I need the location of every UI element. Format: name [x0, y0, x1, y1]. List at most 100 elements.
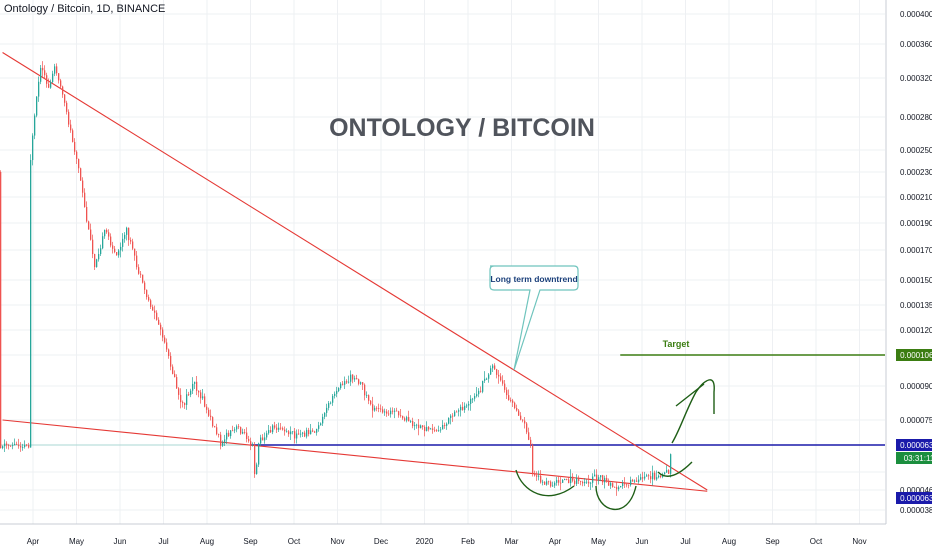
candle-body [602, 475, 604, 483]
time-tick-label: Dec [374, 537, 388, 546]
support-trendline [2, 419, 708, 492]
candle-body [382, 409, 384, 413]
candle-body [310, 430, 312, 435]
candle-body [244, 432, 246, 433]
time-tick-label: Jul [158, 537, 168, 546]
candle-body [552, 485, 554, 487]
candle-body [88, 221, 90, 230]
candle-body [516, 408, 518, 411]
candle-body [288, 431, 290, 435]
candle-body [262, 437, 264, 441]
candle-body [312, 430, 314, 432]
candle-body [600, 475, 602, 478]
countdown-badge-text: 03:31:11 [904, 454, 932, 463]
candle-body [54, 66, 56, 74]
candle-body [624, 482, 626, 485]
candle-body [184, 403, 186, 405]
candle-body [148, 297, 150, 301]
candle-body [140, 273, 142, 275]
candle-body [656, 477, 658, 480]
candle-body [56, 66, 58, 74]
candle-body [224, 439, 226, 443]
candle-body [290, 431, 292, 435]
candlestick-series [0, 61, 672, 496]
time-tick-label: Apr [27, 537, 40, 546]
candle-body [384, 411, 386, 413]
candle-body [666, 470, 668, 473]
candle-body [420, 425, 422, 429]
candle-body [506, 389, 508, 396]
candle-body [18, 444, 20, 447]
candle-body [558, 480, 560, 483]
candle-body [468, 403, 470, 406]
candle-body [268, 430, 270, 434]
candle-body [196, 381, 198, 391]
candle-body [562, 480, 564, 483]
target-price-badge-bg [896, 349, 932, 361]
candle-body [476, 394, 478, 397]
candle-body [488, 374, 490, 379]
breakout-arrow [671, 379, 715, 444]
candle-body [208, 409, 210, 416]
candle-body [300, 433, 302, 435]
candle-body [432, 428, 434, 430]
candle-body [130, 240, 132, 242]
candle-body [398, 411, 400, 416]
candle-body [280, 427, 282, 429]
candle-body [388, 413, 390, 415]
candle-body [154, 310, 156, 313]
candle-body [510, 400, 512, 401]
candle-body [342, 383, 344, 385]
candle-body [308, 429, 310, 435]
candle-body [608, 481, 610, 486]
candle-body [266, 433, 268, 438]
candle-body [496, 369, 498, 375]
candle-body [484, 378, 486, 381]
candle-body [528, 432, 530, 440]
candle-body [94, 254, 96, 268]
time-tick-label: Oct [288, 537, 301, 546]
candle-body [70, 124, 72, 131]
candle-body [182, 402, 184, 404]
candle-body [252, 444, 254, 446]
candle-body [576, 478, 578, 484]
candle-body [272, 425, 274, 433]
left-shoulder-curve [515, 469, 575, 497]
time-tick-label: Aug [200, 537, 214, 546]
candle-body [86, 206, 88, 222]
candle-body [460, 406, 462, 411]
candle-body [306, 429, 308, 437]
candle-body [366, 395, 368, 396]
candle-body [26, 444, 28, 446]
candle-body [200, 392, 202, 399]
candle-body [340, 383, 342, 389]
downtrend-trendline [2, 52, 708, 491]
candle-body [24, 444, 26, 447]
candle-body [406, 417, 408, 421]
candle-body [178, 388, 180, 395]
candle-body [386, 411, 388, 414]
candle-body [98, 254, 100, 260]
time-axis[interactable]: Apr May Jun Jul Aug Sep Oct Nov Dec 2020 Feb Mar Apr… [0, 523, 886, 546]
candle-body [256, 464, 258, 475]
candle-body [628, 484, 630, 486]
candle-body [22, 446, 24, 448]
candle-body [28, 445, 30, 448]
candle-body [370, 400, 372, 405]
candle-body [564, 479, 566, 481]
candle-body [568, 479, 570, 484]
candle-body [36, 96, 38, 116]
candle-body [448, 418, 450, 424]
candle-body [30, 160, 32, 448]
candle-body [202, 396, 204, 399]
candle-body [522, 419, 524, 421]
candle-body [334, 393, 336, 396]
